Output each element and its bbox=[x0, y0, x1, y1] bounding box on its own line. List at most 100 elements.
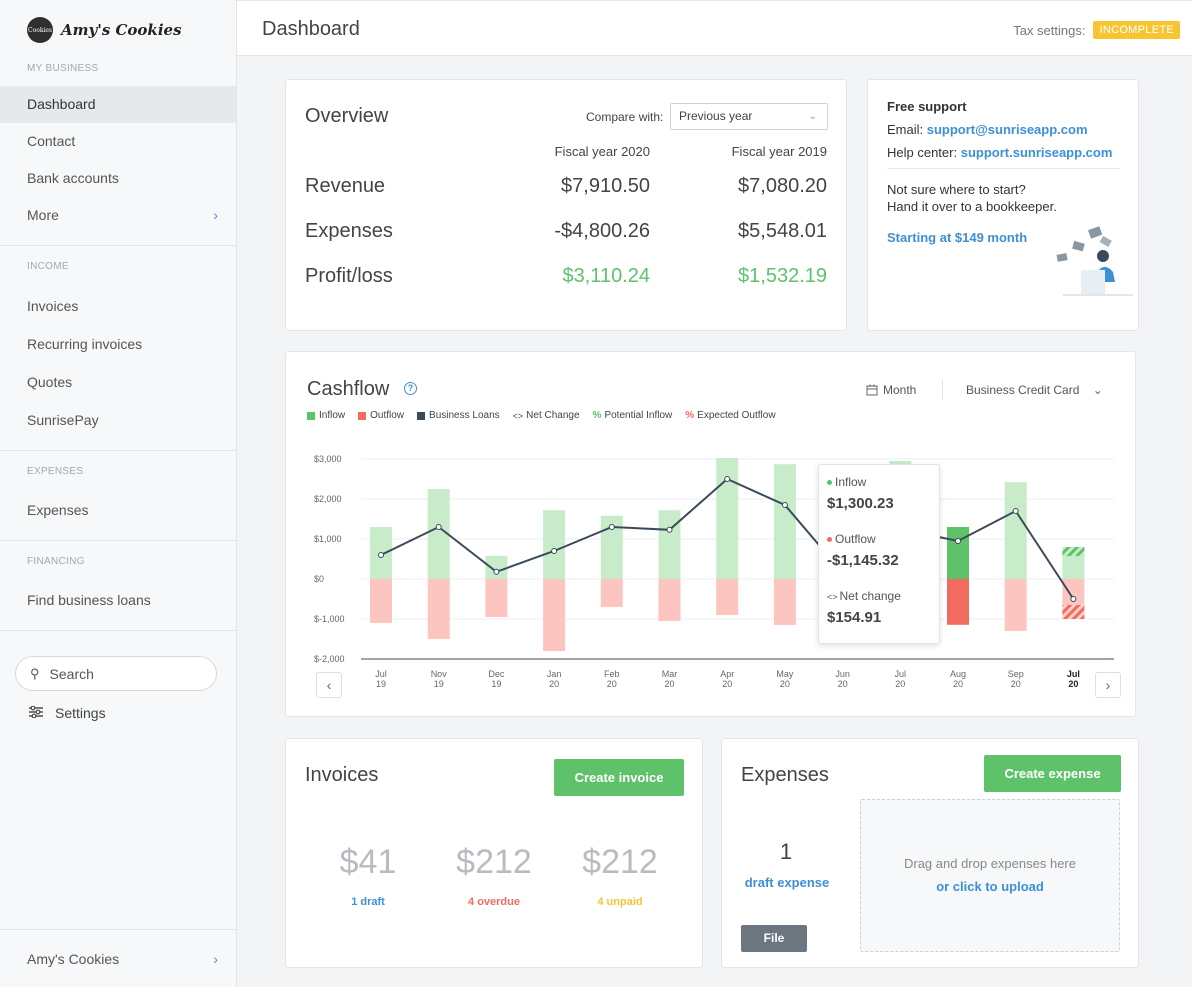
legend-swatch bbox=[307, 411, 315, 420]
cashflow-title: Cashflow bbox=[307, 378, 390, 400]
unpaid-amount[interactable]: $212 bbox=[582, 843, 658, 881]
support-text: Not sure where to start? Hand it over to… bbox=[887, 181, 1057, 215]
draft-amount[interactable]: $41 bbox=[339, 843, 397, 881]
compare-select[interactable]: Previous year ⌄ bbox=[670, 103, 828, 130]
unpaid-label[interactable]: 4 unpaid bbox=[597, 896, 643, 908]
net-change-point bbox=[955, 538, 961, 544]
section-expenses: EXPENSES bbox=[27, 466, 84, 477]
dropzone-text: Drag and drop expenses here bbox=[903, 856, 1076, 871]
draft-expense-count: 1 bbox=[779, 839, 793, 864]
x-tick-label: Nov bbox=[431, 669, 448, 679]
help-center-link[interactable]: support.sunriseapp.com bbox=[960, 145, 1113, 160]
chart-prev-button[interactable]: ‹ bbox=[316, 672, 342, 698]
revenue-2020: $7,910.50 bbox=[561, 175, 650, 197]
period-selector[interactable]: Month bbox=[866, 383, 916, 397]
status-badge[interactable]: INCOMPLETE bbox=[1093, 21, 1180, 39]
inflow-bar bbox=[947, 527, 969, 579]
chart-legend: Inflow Outflow Business Loans <> Net Chan… bbox=[307, 410, 789, 421]
x-tick-label: Jul bbox=[1067, 669, 1080, 679]
settings-link[interactable]: Settings bbox=[29, 705, 106, 721]
legend-label: Inflow bbox=[319, 410, 346, 421]
upload-link[interactable]: or click to upload bbox=[936, 879, 1044, 894]
x-tick-label: 20 bbox=[1068, 679, 1078, 689]
bookkeeper-link[interactable]: Starting at $149 month bbox=[887, 230, 1028, 245]
chevron-right-icon: › bbox=[213, 207, 218, 223]
inflow-bar bbox=[600, 515, 623, 579]
search-icon: ⚲ bbox=[30, 665, 40, 681]
expected-outflow-icon: % bbox=[685, 410, 695, 421]
help-icon[interactable]: ? bbox=[404, 382, 417, 395]
x-tick-label: 20 bbox=[953, 679, 963, 689]
compare-value: Previous year bbox=[679, 109, 753, 123]
page-title: Dashboard bbox=[262, 18, 360, 40]
x-tick-label: Dec bbox=[488, 669, 505, 679]
chevron-right-icon: › bbox=[213, 951, 218, 967]
sidebar-item-bank-accounts[interactable]: Bank accounts bbox=[27, 170, 119, 186]
create-invoice-button[interactable]: Create invoice bbox=[554, 759, 684, 796]
sidebar-item-sunrisepay[interactable]: SunrisePay bbox=[27, 412, 99, 428]
compare-label: Compare with: bbox=[586, 110, 664, 124]
sidebar-item-contact[interactable]: Contact bbox=[27, 133, 76, 149]
expenses-2019: $5,548.01 bbox=[738, 220, 827, 242]
label: Outflow bbox=[835, 532, 876, 546]
x-tick-label: 20 bbox=[664, 679, 674, 689]
net-change-point bbox=[608, 524, 615, 530]
net-change-icon: <> bbox=[827, 592, 838, 602]
legend-swatch bbox=[358, 411, 367, 420]
x-tick-label: Feb bbox=[604, 669, 620, 679]
account-switcher[interactable]: Amy's Cookies › bbox=[0, 929, 236, 987]
tooltip-net-label: <> Net change bbox=[827, 589, 901, 603]
search-placeholder: Search bbox=[49, 665, 94, 682]
outflow-bar bbox=[485, 579, 508, 617]
account-selector[interactable]: Business Credit Card ⌄ bbox=[966, 383, 1103, 397]
x-tick-label: 20 bbox=[722, 679, 732, 689]
tooltip-inflow-value: $1,300.23 bbox=[827, 495, 894, 512]
tooltip-outflow-value: -$1,145.32 bbox=[827, 552, 899, 569]
overdue-amount[interactable]: $212 bbox=[456, 843, 532, 881]
x-tick-label: 19 bbox=[434, 679, 444, 689]
upload-dropzone[interactable]: Drag and drop expenses here or click to … bbox=[860, 799, 1120, 952]
net-change-point bbox=[724, 476, 731, 482]
outflow-bar bbox=[716, 579, 739, 615]
potential-inflow-bar bbox=[1062, 547, 1085, 556]
chevron-down-icon: ⌄ bbox=[808, 111, 817, 122]
profit-loss-2020: $3,110.24 bbox=[562, 265, 651, 287]
y-tick-label: $0 bbox=[314, 574, 324, 584]
net-change-point bbox=[781, 502, 788, 508]
chart-next-button[interactable]: › bbox=[1095, 672, 1121, 698]
support-email-link[interactable]: support@sunriseapp.com bbox=[926, 122, 1088, 137]
legend-expected-outflow: % Expected Outflow bbox=[685, 410, 775, 421]
profit-loss-2019: $1,532.19 bbox=[738, 265, 827, 287]
inflow-bar bbox=[1004, 482, 1027, 579]
file-button[interactable]: File bbox=[741, 925, 807, 952]
legend-label: Outflow bbox=[370, 410, 405, 421]
search-input[interactable]: ⚲ Search bbox=[15, 656, 217, 691]
chart-tooltip: Inflow $1,300.23 Outflow -$1,145.32 <> Ne… bbox=[818, 464, 940, 644]
sidebar-item-dashboard[interactable]: Dashboard bbox=[0, 86, 236, 123]
chevron-down-icon: ⌄ bbox=[1092, 383, 1103, 397]
brand[interactable]: Cookies Amy's Cookies bbox=[0, 0, 236, 60]
outflow-bar bbox=[427, 579, 450, 639]
legend-swatch bbox=[417, 411, 426, 420]
sidebar-item-recurring-invoices[interactable]: Recurring invoices bbox=[27, 336, 143, 352]
sidebar-item-expenses[interactable]: Expenses bbox=[27, 502, 89, 518]
draft-label[interactable]: 1 draft bbox=[351, 896, 385, 908]
sidebar-item-quotes[interactable]: Quotes bbox=[27, 374, 73, 390]
invoices-card: Invoices Create invoice $41 1 draft $212… bbox=[285, 738, 703, 968]
y-tick-label: $-1,000 bbox=[314, 614, 345, 624]
inflow-bar bbox=[773, 464, 796, 579]
row-label-expenses: Expenses bbox=[305, 220, 393, 242]
inflow-bar bbox=[658, 510, 681, 579]
draft-expense-link[interactable]: draft expense bbox=[744, 875, 830, 890]
legend-outflow: Outflow bbox=[358, 410, 404, 421]
tax-settings[interactable]: Tax settings: INCOMPLETE bbox=[1013, 21, 1180, 39]
y-tick-label: $1,000 bbox=[314, 534, 342, 544]
sidebar-item-invoices[interactable]: Invoices bbox=[27, 298, 79, 314]
x-tick-label: 20 bbox=[1011, 679, 1021, 689]
divider bbox=[0, 540, 236, 541]
sidebar-item-find-business-loans[interactable]: Find business loans bbox=[27, 592, 151, 608]
create-expense-button[interactable]: Create expense bbox=[984, 755, 1121, 792]
overdue-label[interactable]: 4 overdue bbox=[468, 896, 520, 908]
sidebar-item-more[interactable]: More › bbox=[0, 197, 236, 234]
x-tick-label: 20 bbox=[838, 679, 848, 689]
